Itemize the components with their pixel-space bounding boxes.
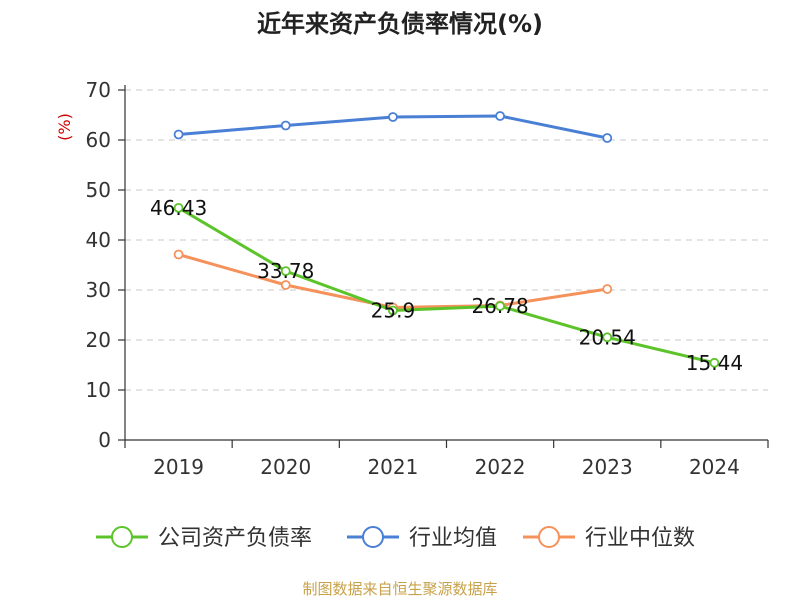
data-label: 25.9 (371, 299, 416, 323)
series-point-0 (280, 266, 291, 277)
x-tick-label: 2023 (582, 455, 633, 479)
y-tick-label: 0 (98, 428, 111, 452)
series-line-0 (177, 206, 715, 365)
y-tick-label: 50 (86, 178, 111, 202)
series-point-1 (173, 129, 184, 140)
legend-marker (362, 526, 384, 548)
y-tick-label: 10 (86, 378, 111, 402)
y-tick-label: 30 (86, 278, 111, 302)
data-label: 26.78 (471, 294, 528, 318)
series-point-2 (280, 280, 291, 290)
series-point-2 (602, 284, 613, 294)
y-tick-label: 40 (86, 228, 111, 252)
legend-marker (538, 526, 560, 548)
series-point-0 (709, 357, 720, 368)
x-tick-label: 2022 (475, 455, 526, 479)
legend-label: 公司资产负债率 (158, 526, 312, 551)
x-tick-label: 2019 (153, 455, 204, 479)
y-unit-label: (%) (55, 113, 74, 141)
series-point-0 (602, 332, 613, 343)
data-label: 46.43 (150, 196, 207, 220)
series-point-1 (280, 120, 291, 131)
data-label: 20.54 (579, 325, 636, 349)
series-point-0 (173, 202, 184, 213)
legend-label: 行业均值 (409, 526, 497, 551)
series-point-0 (388, 305, 398, 316)
legend-label: 行业中位数 (585, 526, 695, 551)
y-tick-label: 20 (86, 328, 111, 352)
series-point-2 (173, 249, 184, 260)
series-point-1 (495, 111, 505, 121)
y-tick-label: 60 (86, 128, 111, 152)
source-note: 制图数据来自恒生聚源数据库 (302, 580, 498, 598)
data-label: 33.78 (257, 259, 314, 283)
chart-title: 近年来资产负债率情况(%) (257, 10, 543, 38)
y-tick-label: 70 (86, 78, 111, 102)
series-point-0 (495, 301, 505, 312)
x-tick-label: 2021 (367, 455, 418, 479)
legend-marker (111, 526, 133, 548)
x-tick-label: 2020 (260, 455, 311, 479)
series-point-1 (602, 133, 613, 143)
data-label: 15.44 (686, 351, 743, 375)
series-point-1 (388, 112, 398, 122)
x-tick-label: 2024 (689, 455, 740, 479)
